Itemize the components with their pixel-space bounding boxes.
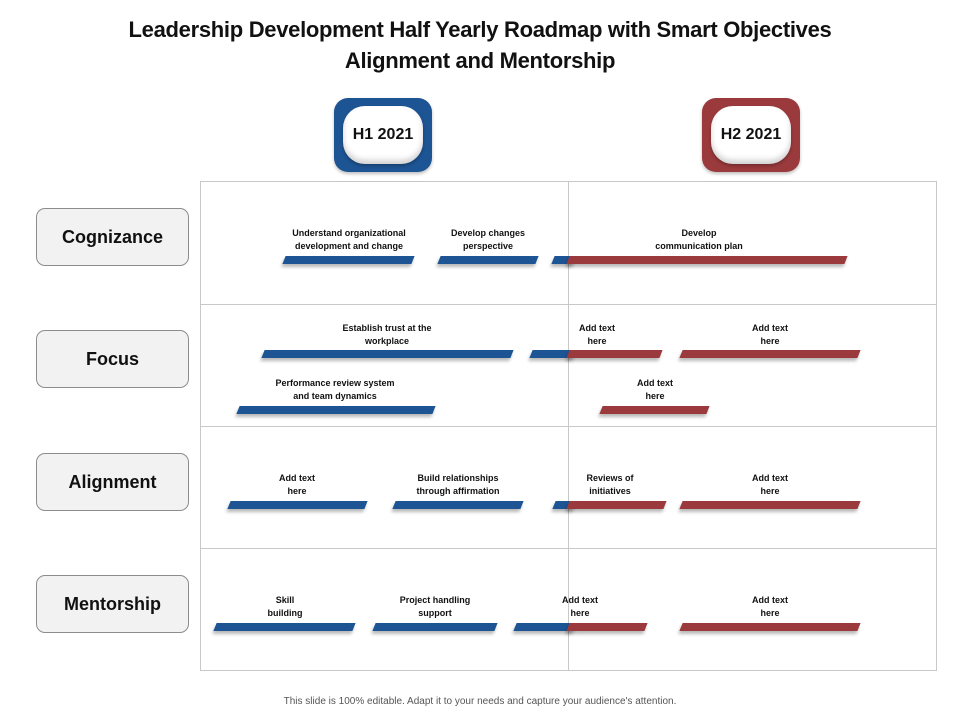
title-line-2: Alignment and Mentorship	[344, 48, 616, 73]
task-bar	[566, 256, 848, 264]
row-label-cognizance: Cognizance	[36, 208, 189, 266]
task-label: Add text here	[752, 595, 788, 618]
task-bar	[392, 501, 524, 509]
row-label-mentorship: Mentorship	[36, 575, 189, 633]
task-label: Skill building	[267, 595, 303, 618]
task-label: Add text here	[637, 378, 673, 401]
period-divider	[568, 181, 569, 671]
row-label-alignment: Alignment	[36, 453, 189, 511]
period-h2-label: H2 2021	[711, 106, 791, 164]
task-bar	[261, 350, 514, 358]
task-label: Project handling support	[399, 595, 471, 618]
task-label: Performance review system and team dynam…	[275, 378, 395, 401]
task-label: Add text here	[279, 473, 315, 496]
task-bar	[566, 623, 648, 631]
task-label: Add text here	[752, 473, 788, 496]
task-label: Develop changes perspective	[450, 228, 526, 251]
task-bar	[566, 501, 667, 509]
task-label: Reviews of initiatives	[586, 473, 634, 496]
task-label: Build relationships through affirmation	[416, 473, 500, 496]
task-label: Add text here	[579, 323, 615, 346]
period-h1-badge: H1 2021	[334, 98, 432, 172]
task-label: Add text here	[562, 595, 598, 618]
task-bar	[437, 256, 539, 264]
task-bar	[599, 406, 710, 414]
task-label: Establish trust at the workplace	[342, 323, 432, 346]
task-bar	[679, 350, 861, 358]
row-label-focus: Focus	[36, 330, 189, 388]
task-label: Understand organizational development an…	[292, 228, 406, 251]
task-bar	[679, 623, 861, 631]
task-bar	[372, 623, 498, 631]
task-bar	[227, 501, 368, 509]
task-bar	[213, 623, 356, 631]
task-bar	[282, 256, 415, 264]
task-bar	[566, 350, 663, 358]
title-line-1: Leadership Development Half Yearly Roadm…	[128, 17, 832, 42]
task-label: Develop communication plan	[655, 228, 743, 251]
task-label: Add text here	[752, 323, 788, 346]
period-h1-label: H1 2021	[343, 106, 423, 164]
task-bar	[679, 501, 861, 509]
task-bar	[236, 406, 436, 414]
page-title: Leadership Development Half Yearly Roadm…	[60, 14, 900, 76]
footer-note: This slide is 100% editable. Adapt it to…	[283, 696, 677, 707]
period-h2-badge: H2 2021	[702, 98, 800, 172]
